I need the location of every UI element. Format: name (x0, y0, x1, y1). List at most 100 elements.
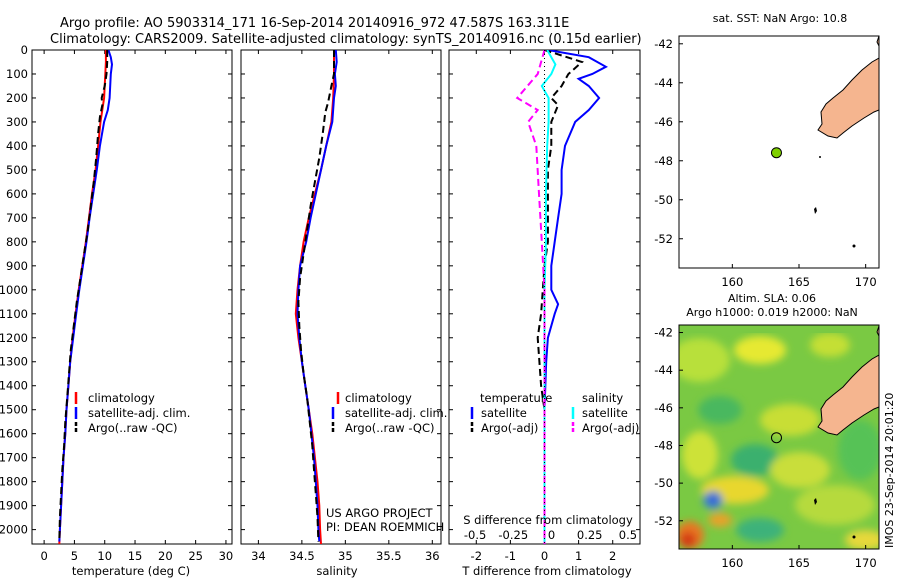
auckland-islands (814, 207, 817, 214)
argo-float-marker (770, 432, 782, 444)
sla-map-frame (678, 324, 880, 550)
header-line-2: Climatology: CARS2009. Satellite-adjuste… (50, 32, 642, 47)
campbell-island (852, 535, 856, 539)
s-tick-label: 0.5 (619, 528, 637, 542)
map-y-tick-label: -44 (654, 76, 673, 90)
depth-tick-label: 1100 (0, 307, 28, 321)
campbell-island (852, 244, 856, 248)
x-tick-label: 2 (609, 549, 616, 563)
series-satellite-adj-clim- (58, 50, 114, 542)
map-y-tick-label: -50 (654, 476, 673, 490)
depth-tick-label: 300 (6, 115, 28, 129)
new-zealand-south-island (817, 354, 879, 436)
legend-label-salinity-argo: Argo(-adj) (582, 421, 639, 435)
map-y-tick-label: -42 (654, 326, 673, 340)
depth-tick-label: 1000 (0, 283, 28, 297)
s-difference-axis-label: S difference from climatology (463, 513, 633, 527)
series-satellite-adj-clim- (296, 50, 338, 542)
temperature-series (58, 50, 114, 544)
series-salinity-argo-adj- (515, 50, 546, 544)
legend-heading-temperature: temperature (480, 391, 552, 405)
depth-tick-label: 500 (6, 163, 28, 177)
temperature-panel-frame (31, 49, 233, 545)
depth-tick-label: 800 (6, 235, 28, 249)
legend-label-satellite: satellite-adj. clim. (345, 406, 447, 420)
x-tick-label: 34 (251, 549, 266, 563)
credits-project: US ARGO PROJECT (326, 506, 434, 520)
sst-map-land (814, 36, 879, 248)
depth-tick-label: 400 (6, 139, 28, 153)
sla-map-title-line-2: Argo h1000: 0.019 h2000: NaN (686, 306, 858, 319)
legend-label-salinity-satellite: satellite (582, 406, 628, 420)
sla-map-title-line-1: Altim. SLA: 0.06 (728, 292, 816, 305)
series-argo-raw-qc- (58, 50, 109, 542)
sst-map-title: sat. SST: NaN Argo: 10.8 (713, 12, 847, 25)
depth-tick-label: 2000 (0, 523, 28, 537)
x-tick-label: 35 (338, 549, 353, 563)
series-temperature-satellite (543, 50, 608, 544)
depth-axis: 0 100 200 300 400 500 600 700 800 900 1000 1100 1200… (0, 43, 640, 537)
difference-x-axis: -2 -1 0 1 2 -0.5 -0.25 0 0.25 0.5 (464, 50, 637, 563)
depth-tick-label: 0 (21, 43, 28, 57)
legend-heading-salinity: salinity (582, 391, 623, 405)
x-tick-label: 0 (40, 549, 47, 563)
map-y-tick-label: -46 (654, 115, 673, 129)
s-tick-label: -0.5 (464, 528, 486, 542)
legend-label-climatology: climatology (88, 391, 155, 405)
series-argo-raw-qc- (297, 50, 335, 542)
legend-label-argo: Argo(..raw -QC) (345, 421, 435, 435)
x-tick-label: 35.5 (376, 549, 402, 563)
map-y-tick-label: -48 (654, 438, 673, 452)
legend-label-climatology: climatology (345, 391, 412, 405)
map-x-tick-label: 170 (855, 556, 877, 570)
sla-map-axes: 160 165 170 -42 -44 -46 -48 -50 -52 (654, 326, 876, 570)
temperature-axis-label: temperature (deg C) (72, 564, 190, 578)
x-tick-label: 5 (71, 549, 78, 563)
difference-legend: temperature satellite Argo(-adj) salinit… (470, 391, 639, 435)
depth-tick-label: 200 (6, 91, 28, 105)
salinity-axis-label: salinity (316, 564, 357, 578)
salinity-legend: climatology satellite-adj. clim. Argo(..… (331, 391, 447, 435)
series-temperature-argo-adj- (536, 50, 584, 544)
imos-watermark: IMOS 23-Sep-2014 20:01:20 (883, 393, 896, 548)
series-salinity-satellite (540, 50, 557, 544)
map-y-tick-label: -44 (654, 363, 673, 377)
s-tick-label: 0.25 (577, 528, 603, 542)
salinity-x-axis: 34 34.5 35 35.5 36 (251, 50, 440, 563)
temperature-x-axis: 0 5 10 15 20 25 30 (40, 50, 233, 563)
x-tick-label: 0 (541, 549, 548, 563)
sst-map-axes: 160 165 170 -42 -44 -46 -48 -50 -52 (654, 37, 876, 289)
depth-tick-label: 700 (6, 211, 28, 225)
legend-label-temperature-satellite: satellite (481, 406, 527, 420)
map-y-tick-label: -52 (654, 232, 673, 246)
depth-tick-label: 1900 (0, 499, 28, 513)
depth-tick-label: 1600 (0, 427, 28, 441)
map-y-tick-label: -48 (654, 154, 673, 168)
sla-map-float-markers (770, 432, 782, 444)
depth-tick-label: 1500 (0, 403, 28, 417)
map-x-tick-label: 160 (721, 275, 743, 289)
x-tick-label: 10 (97, 549, 112, 563)
new-zealand-south-island (817, 57, 879, 139)
x-tick-label: 30 (219, 549, 234, 563)
s-tick-label: -0.25 (498, 528, 528, 542)
depth-tick-label: 600 (6, 187, 28, 201)
difference-series (515, 50, 608, 544)
snares-islands (819, 156, 821, 158)
series-climatology (58, 50, 107, 544)
salinity-panel-frame (240, 49, 442, 545)
x-tick-label: 34.5 (289, 549, 315, 563)
map-y-tick-label: -50 (654, 193, 673, 207)
legend-label-temperature-argo: Argo(-adj) (481, 421, 538, 435)
sla-heatmap (679, 325, 879, 549)
credits-pi: PI: DEAN ROEMMICH (326, 520, 444, 534)
map-x-tick-label: 165 (788, 275, 810, 289)
sst-map-float-markers (770, 147, 782, 159)
auckland-islands (814, 498, 817, 505)
map-x-tick-label: 170 (855, 275, 877, 289)
temperature-legend: climatology satellite-adj. clim. Argo(..… (74, 391, 190, 435)
x-tick-label: 1 (575, 549, 582, 563)
depth-tick-label: 1800 (0, 475, 28, 489)
depth-tick-label: 1200 (0, 331, 28, 345)
